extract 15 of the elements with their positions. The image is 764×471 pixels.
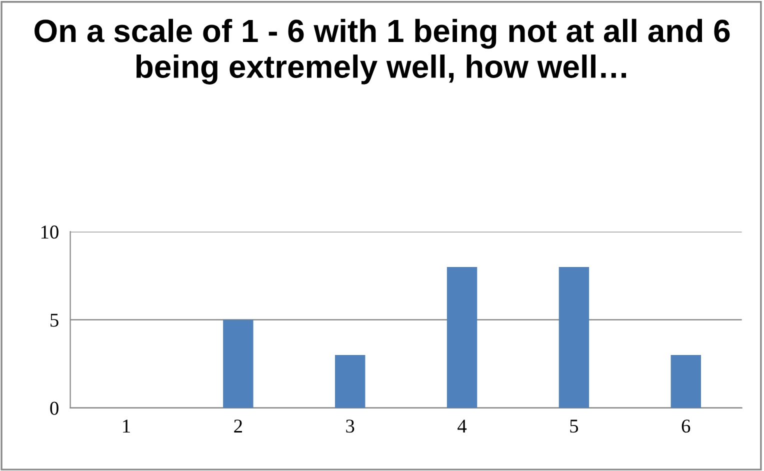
x-tick-label: 4 (458, 420, 467, 432)
y-tick-label: 5 (50, 314, 58, 327)
bar (446, 266, 478, 408)
bar (223, 320, 254, 408)
x-tick-label: 2 (234, 420, 242, 432)
x-tick-label: 6 (682, 420, 690, 433)
chart-title: On a scale of 1 - 6 with 1 being not at all and 6 being extremely well, how well… (34, 18, 730, 84)
x-tick-label: 3 (346, 420, 354, 433)
y-tick-label: 0 (50, 402, 58, 415)
bar (558, 266, 590, 408)
x-tick-label: 5 (570, 420, 578, 433)
bar (334, 355, 366, 408)
y-tick-label: 10 (41, 226, 58, 239)
x-tick-label: 1 (123, 420, 130, 432)
bar (670, 355, 701, 408)
